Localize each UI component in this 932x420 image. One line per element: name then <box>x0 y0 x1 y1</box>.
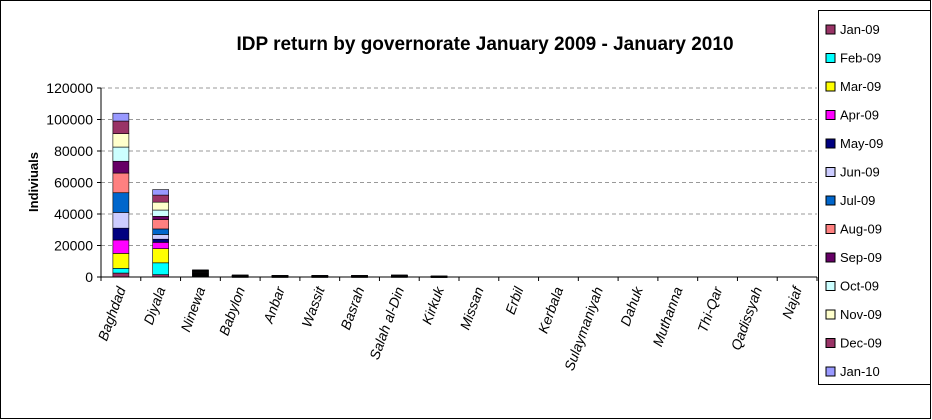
legend: Jan-09 Feb-09 Mar-09 Apr-09 May-09 Jun-09 Jul-… <box>818 10 931 385</box>
gridlines <box>101 87 817 246</box>
y-tick-labels: 0 20000 40000 60000 80000 100000 120000 <box>46 80 101 285</box>
bar-segment <box>152 201 169 211</box>
y-axis-label: Indiviuals <box>26 152 41 212</box>
bar-segment <box>311 275 329 277</box>
legend-label: Nov-09 <box>840 307 882 322</box>
legend-label: Feb-09 <box>840 51 881 66</box>
legend-swatch <box>825 366 836 377</box>
legend-swatch <box>825 309 836 320</box>
bar-segment <box>351 275 368 277</box>
legend-swatch <box>825 81 836 92</box>
bar-segment <box>112 227 130 241</box>
legend-swatch <box>825 138 836 149</box>
legend-label: Apr-09 <box>840 108 879 123</box>
y-tick-label: 80000 <box>54 143 93 159</box>
y-tick-label: 120000 <box>46 80 93 96</box>
legend-swatch <box>825 167 836 177</box>
legend-swatch <box>825 24 836 35</box>
bar-segment <box>152 219 169 230</box>
bar-segment <box>112 120 130 134</box>
bar-segment <box>391 274 408 276</box>
legend-label: May-09 <box>840 136 883 151</box>
bar-segment <box>152 189 169 196</box>
bar-segment <box>112 268 130 274</box>
legend-swatch <box>825 338 836 348</box>
legend-label: Dec-09 <box>840 336 882 351</box>
bar-segment <box>271 275 289 277</box>
bar-segment <box>152 216 169 220</box>
legend-label: Jun-09 <box>840 165 880 180</box>
legend-label: Jul-09 <box>840 193 875 208</box>
bar-segment <box>112 253 130 269</box>
bar-segment <box>152 209 169 217</box>
legend-swatch <box>825 224 836 234</box>
legend-box <box>818 10 931 385</box>
bar-segment <box>192 269 209 271</box>
bar-segment <box>430 275 448 277</box>
legend-label: Aug-09 <box>840 222 882 237</box>
legend-swatch <box>825 110 836 120</box>
y-tick-label: 20000 <box>54 238 93 254</box>
legend-label: Jan-10 <box>840 364 880 379</box>
bar-segment <box>152 234 169 240</box>
bar-segment <box>112 192 130 213</box>
bar-segment <box>112 112 130 122</box>
legend-swatch <box>825 195 836 206</box>
bar-segment <box>112 239 130 254</box>
legend-swatch <box>825 252 836 263</box>
bar-segment <box>152 238 169 243</box>
bar-segment <box>231 274 249 276</box>
legend-label: Oct-09 <box>840 279 879 294</box>
bar-segment <box>112 133 130 148</box>
chart-title: IDP return by governorate January 2009 -… <box>236 34 733 55</box>
bar-segment <box>112 146 130 162</box>
legend-swatch <box>825 53 836 63</box>
y-tick-label: 40000 <box>54 206 93 222</box>
bar-segment <box>152 242 169 249</box>
legend-swatch <box>825 281 836 291</box>
bar-segment <box>152 248 169 264</box>
y-tick-label: 0 <box>85 269 93 285</box>
legend-label: Mar-09 <box>840 79 881 94</box>
legend-label: Sep-09 <box>840 250 882 265</box>
bar-segment <box>112 160 130 174</box>
bar-segment <box>152 228 169 235</box>
y-tick-label: 60000 <box>54 175 93 191</box>
bar-segment <box>152 194 169 203</box>
bar-segment <box>112 172 130 194</box>
bar-segment <box>152 262 169 275</box>
bar-segment <box>112 212 130 229</box>
legend-label: Jan-09 <box>840 22 880 37</box>
bar-segment <box>112 272 130 278</box>
y-tick-label: 100000 <box>46 112 93 128</box>
